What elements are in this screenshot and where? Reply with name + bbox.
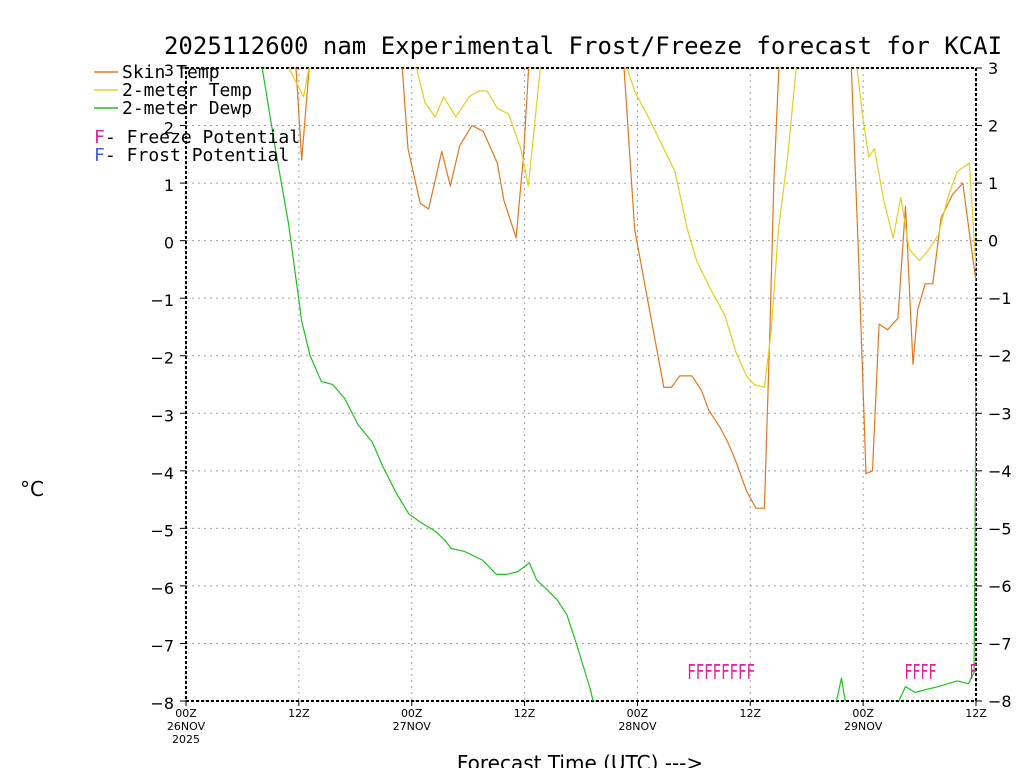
y-tick-label: −6 [988, 577, 1012, 596]
y-tick-label: −7 [988, 634, 1012, 653]
y-tick-label: −8 [988, 692, 1012, 711]
y-tick-label: −2 [150, 349, 174, 368]
series-skin-temp [295, 68, 976, 509]
legend-flag-marker: F [94, 145, 105, 166]
y-tick-label: 0 [164, 234, 174, 253]
series-lines [261, 68, 976, 701]
legend-label: 2-meter Temp [122, 80, 252, 101]
y-tick-label: −6 [150, 579, 174, 598]
x-tick-label: 00Z [852, 707, 874, 720]
y-tick-label: −7 [150, 636, 174, 655]
y-tick-label: 2 [988, 117, 998, 136]
x-axis-label: Forecast Time (UTC) ---> [457, 751, 703, 768]
y-tick-label: −1 [988, 289, 1012, 308]
x-tick-label: 28NOV [618, 720, 657, 733]
y-tick-label: −2 [988, 347, 1012, 366]
y-tick-label: −1 [150, 291, 174, 310]
x-tick-label: 29NOV [844, 720, 883, 733]
x-tick-label: 12Z [740, 707, 762, 720]
y-tick-label: −3 [150, 406, 174, 425]
y-tick-label: 3 [988, 59, 998, 78]
x-tick-label: 12Z [514, 707, 536, 720]
legend-flag-label: - Frost Potential [105, 145, 289, 166]
y-tick-label: 3 [164, 61, 174, 80]
y-tick-label: −4 [988, 462, 1012, 481]
y-tick-label: −3 [988, 404, 1012, 423]
y-axis-right: −8 −7 −6 −5 −4 −3 −2 −1 0 1 2 3 [976, 59, 1012, 711]
x-tick-label: 26NOV [167, 720, 206, 733]
y-tick-label: −8 [150, 694, 174, 713]
y-tick-label: 1 [988, 174, 998, 193]
legend-label: Skin Temp [122, 62, 220, 83]
series-2-meter-temp [288, 68, 976, 388]
plot-gridlines [185, 67, 977, 702]
freeze-flag-marker: F [969, 660, 977, 684]
x-tick-label: 00Z [627, 707, 649, 720]
series-2-meter-dewp-late [835, 384, 976, 701]
freeze-flags: FFFFFFFF FFFF F [687, 660, 977, 684]
series-2-meter-dewp [261, 68, 594, 701]
legend-flag-marker: F [94, 127, 105, 148]
x-tick-label: 2025 [172, 733, 200, 746]
plot-frame [185, 67, 977, 702]
legend-flag-label: - Freeze Potential [105, 127, 300, 148]
y-axis-left: −8 −7 −6 −5 −4 −3 −2 −1 0 1 2 3 [150, 61, 186, 713]
y-tick-label: 0 [988, 232, 998, 251]
x-tick-label: 12Z [288, 707, 310, 720]
y-tick-label: 2 [164, 119, 174, 138]
freeze-flag-marker: FFFFFFFF [687, 660, 755, 684]
freeze-flag-marker: FFFF [905, 660, 937, 684]
x-tick-label: 27NOV [393, 720, 432, 733]
x-tick-label: 00Z [401, 707, 423, 720]
x-tick-label: 00Z [175, 707, 197, 720]
y-axis-label: °C [20, 477, 44, 501]
y-tick-label: −5 [150, 521, 174, 540]
y-tick-label: −5 [988, 519, 1012, 538]
y-tick-label: −4 [150, 464, 174, 483]
y-tick-label: 1 [164, 176, 174, 195]
legend-label: 2-meter Dewp [122, 98, 252, 119]
chart-title: 2025112600 nam Experimental Frost/Freeze… [164, 32, 1002, 60]
x-tick-label: 12Z [965, 707, 987, 720]
